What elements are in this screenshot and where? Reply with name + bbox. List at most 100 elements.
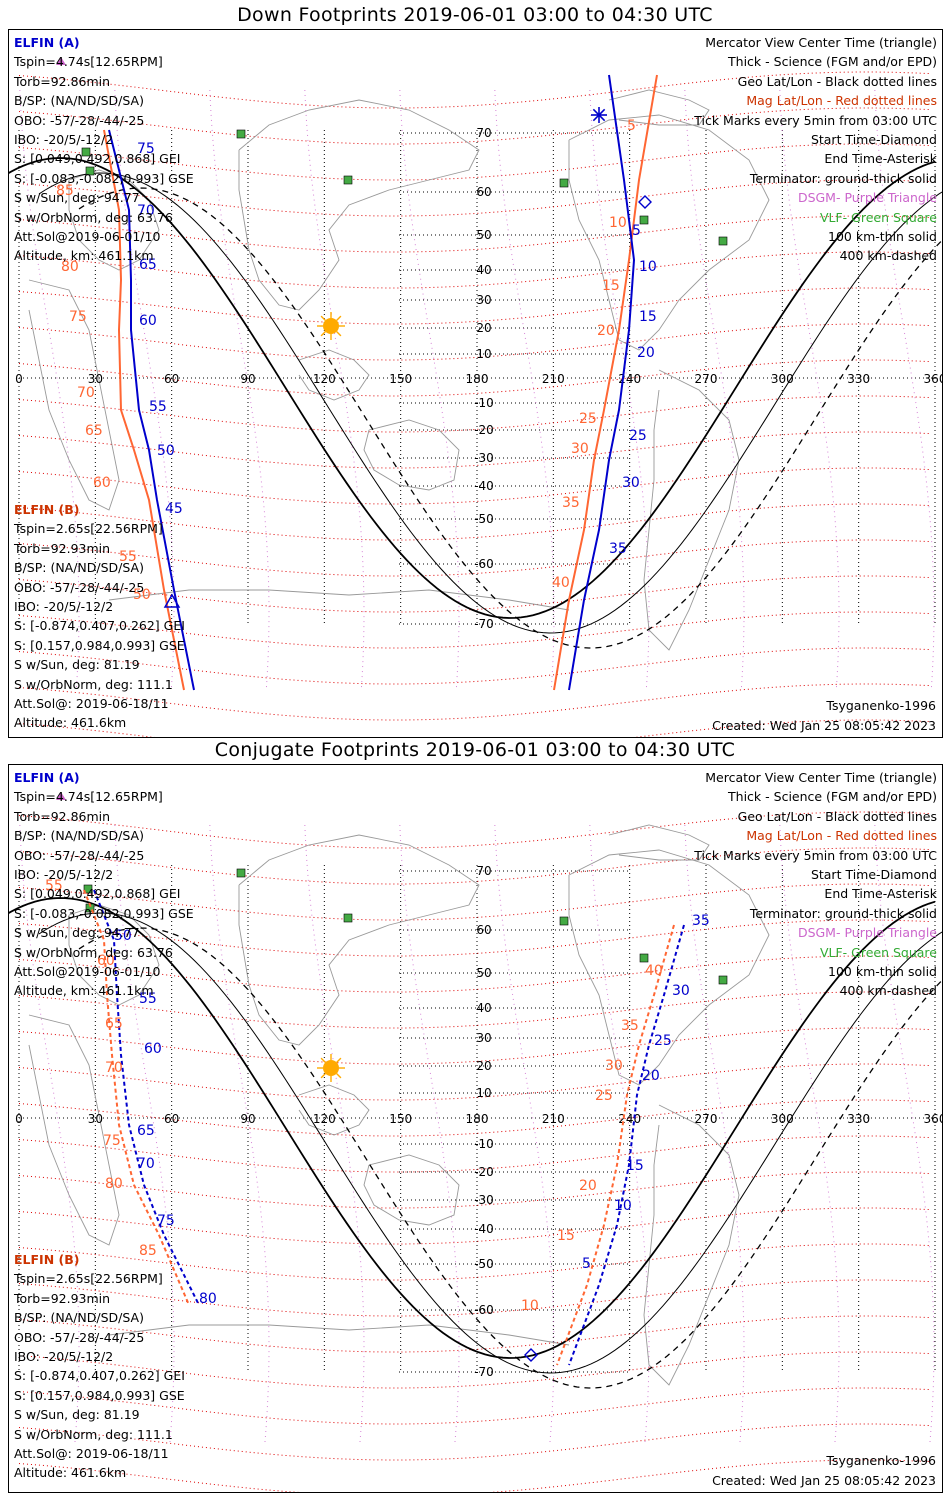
legend-mag: Mag Lat/Lon - Red dotted lines [746,828,937,844]
lat-tick-label: 60 [476,185,491,199]
elfin-a-tick-label: 50 [114,928,132,944]
lon-tick-label: 150 [389,1112,412,1126]
info-a-line: B/SP: (NA/ND/SD/SA) [14,93,144,109]
info-b-line: S w/OrbNorm, deg: 111.1 [14,676,173,692]
dsgm-triangle-icon [56,57,66,65]
lat-tick-label: -10 [474,396,494,410]
legend-geo: Geo Lat/Lon - Black dotted lines [737,808,937,824]
legend-100km: 100 km-thin solid [828,964,937,980]
mag-parallel [18,467,932,505]
lon-tick-label: 0 [15,1112,23,1126]
legend-terminator: Terminator: ground-thick solid [749,905,937,921]
info-a-line: S w/OrbNorm, deg: 63.76 [14,209,173,225]
lon-tick-label: 360 [924,1112,942,1126]
vlf-station-icon [559,916,569,926]
elfin-b-tick-label: 5 [627,118,636,134]
mag-parallel [18,215,932,253]
mag-parallel [18,107,932,145]
coastline [363,1154,460,1226]
lat-tick-label: -30 [474,1193,494,1207]
info-a-line: S: [0.049,0.492,0.868] GEI [14,151,181,167]
mag-meridian [304,89,365,691]
lon-tick-label: 210 [542,372,565,386]
lon-tick-label: 240 [618,1112,641,1126]
mag-parallel [18,991,932,1029]
info-b-line: Tspin=2.65s[22.56RPM] [14,521,163,537]
vlf-station-icon [343,913,353,923]
lat-tick-label: 40 [476,263,491,277]
elfin-b-tick-label: 10 [521,1298,539,1314]
info-b-line: IBO: -20/5/-12/2 [14,599,114,615]
lat-tick-label: 50 [476,966,491,980]
legend-400km: 400 km-dashed [839,248,937,264]
coastline [363,419,460,491]
mag-meridian [209,89,270,691]
lat-tick-label: 30 [476,293,491,307]
mag-parallel [18,323,932,361]
lat-tick-label: -70 [474,617,494,631]
legend-vlf: VLF- Green Square [819,944,937,960]
lat-tick-label: -50 [474,1257,494,1271]
elfin-b-name: ELFIN (B) [14,1252,80,1267]
elfin-b-tick-label: 35 [621,1018,639,1034]
lon-tick-label: 300 [771,372,794,386]
lon-tick-label: 300 [771,1112,794,1126]
mag-parallel [18,1027,932,1065]
elfin-a-tick-label: 35 [692,913,710,929]
coastline [238,834,480,1046]
legend-vlf: VLF- Green Square [819,209,937,225]
mag-parallel [18,1279,932,1317]
lon-tick-label: 330 [847,372,870,386]
terminator-400km [78,187,942,649]
coastline [238,99,480,311]
mag-meridian [114,824,175,1446]
info-b-line: IBO: -20/5/-12/2 [14,1349,114,1365]
elfin-a-tick-label: 25 [654,1033,672,1049]
lon-tick-label: 90 [240,1112,255,1126]
elfin-b-tick-label: 55 [119,549,137,565]
lon-tick-label: 150 [389,372,412,386]
footer: Tsyganenko-1996 Created: Wed Jan 25 08:0… [712,696,936,735]
elfin-b-tick-label: 85 [139,1243,157,1259]
elfin-b-name: ELFIN (B) [14,502,80,517]
elfin-a-tick-label: 60 [139,313,157,329]
terminator-100km [38,912,942,1374]
elfin-a-tick-label: 75 [157,1213,175,1229]
elfin-b-tick-label: 30 [571,441,589,457]
mag-meridian [19,824,80,1446]
mag-meridian [399,824,460,1446]
elfin-b-track-west [103,129,185,691]
map-panel-down: 0306090120150180210240270300330360706050… [8,29,943,738]
mag-parallel [18,1423,932,1461]
info-a-line: OBO: -57/-28/-44/-25 [14,112,145,128]
lat-tick-label: -40 [474,479,494,493]
lon-tick-label: 30 [88,372,103,386]
legend-ticks: Tick Marks every 5min from 03:00 UTC [694,847,937,863]
mag-parallel [18,431,932,469]
elfin-b-tick-label: 20 [579,1178,597,1194]
elfin-b-tick-label: 80 [61,259,79,275]
elfin-a-track-west [108,129,195,691]
mercator-map-conjugate: 0 30 60 90 120 150 180 210 240 270 300 330 360 70 60 50… [9,792,942,1492]
vlf-station-icon [83,884,93,894]
footer: Tsyganenko-1996 Created: Wed Jan 25 08:0… [712,1451,936,1490]
elfin-a-tick-label: 80 [199,1291,217,1307]
elfin-b-tick-label: 25 [595,1088,613,1104]
mag-parallel [18,251,932,289]
vlf-station-icon [85,166,95,176]
info-b-line: B/SP: (NA/ND/SD/SA) [14,1310,144,1326]
end-asterisk-icon [591,107,607,123]
elfin-a-tick-label: 65 [139,257,157,273]
mag-meridian [494,89,555,691]
lat-tick-label: 70 [476,864,491,878]
info-b-line: Att.Sol@: 2019-06-18/11 [14,696,169,712]
vlf-station-icon [718,236,728,246]
elfin-a-tick-label: 35 [609,541,627,557]
footer-model: Tsyganenko-1996 [826,698,936,714]
legend: Mercator View Center Time (triangle) Thi… [694,33,937,266]
elfin-a-tick-label: 15 [639,309,657,325]
elfin-a-tick-label: 10 [639,259,657,275]
info-b-line: Torb=92.93min [14,1290,111,1306]
elfin-a-tick-label: 70 [137,203,155,219]
mag-meridian [684,824,745,1446]
